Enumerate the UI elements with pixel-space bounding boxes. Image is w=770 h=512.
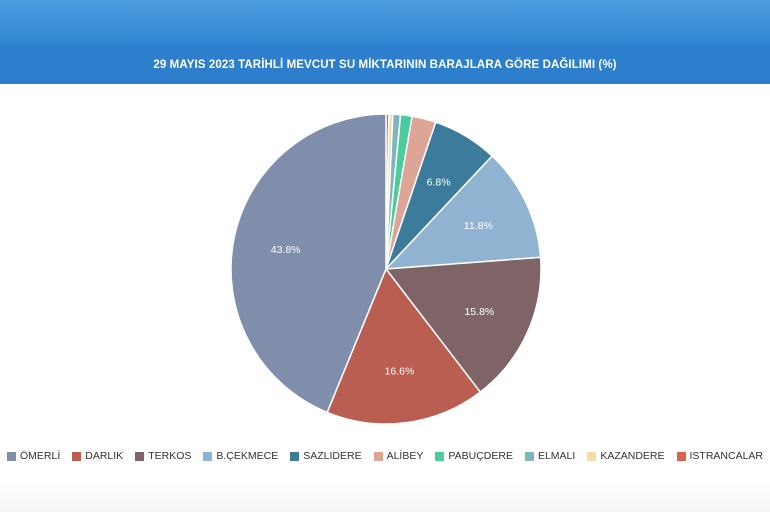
legend-label: ISTRANCALAR (689, 450, 764, 462)
legend-item-pabuc-dere[interactable]: PABUÇDERE (435, 450, 513, 462)
bottom-fade (0, 476, 770, 512)
pie-slice-darlik[interactable] (326, 267, 482, 425)
slice-label-terkos: 15.8% (464, 306, 494, 318)
top-banner (0, 0, 770, 46)
legend-item-darlik[interactable]: DARLIK (72, 450, 123, 462)
legend-swatch (524, 451, 534, 461)
chart-legend: ÖMERLİ DARLIK TERKOS B.ÇEKMECE SAZLIDERE ALİB… (0, 446, 770, 466)
legend-swatch (72, 451, 82, 461)
legend-item-b-c-ekmece[interactable]: B.ÇEKMECE (203, 450, 278, 462)
slice-label-sazlidere: 6.8% (427, 176, 451, 188)
legend-label: PABUÇDERE (448, 450, 513, 462)
pie-slice-terkos[interactable] (384, 256, 542, 394)
slice-label-o-merli: 43.8% (271, 244, 301, 256)
legend-swatch (6, 451, 16, 461)
legend-item-elmali[interactable]: ELMALI (524, 450, 576, 462)
legend-swatch (676, 451, 686, 461)
legend-item-o-merli[interactable]: ÖMERLİ (6, 450, 61, 462)
legend-label: ELMALI (537, 450, 576, 462)
legend-swatch (587, 451, 597, 461)
legend-item-kazandere[interactable]: KAZANDERE (587, 450, 665, 462)
legend-swatch (290, 451, 300, 461)
legend-item-sazlidere[interactable]: SAZLIDERE (290, 450, 362, 462)
legend-label: DARLIK (85, 450, 124, 462)
legend-label: ÖMERLİ (19, 450, 61, 462)
legend-item-terkos[interactable]: TERKOS (135, 450, 191, 462)
legend-label: B.ÇEKMECE (216, 450, 279, 462)
legend-swatch (203, 451, 213, 461)
pie-slice-b-c-ekmece[interactable] (384, 154, 542, 270)
legend-swatch (135, 451, 145, 461)
slice-label-darlik: 16.6% (385, 365, 415, 377)
slice-label-b-c-ekmece: 11.8% (464, 220, 493, 232)
legend-label: KAZANDERE (600, 450, 665, 462)
chart-area: 6.8% 11.8% 15.8% 16.6% 43.8% ÖMERLİ DARLIK TER… (0, 84, 770, 512)
chart-title-bar: 29 MAYIS 2023 TARİHLİ MEVCUT SU MİKTARIN… (0, 46, 770, 84)
legend-item-ali-bey[interactable]: ALİBEY (373, 450, 424, 462)
legend-swatch (435, 451, 445, 461)
legend-label: TERKOS (148, 450, 192, 462)
legend-item-istrancalar[interactable]: ISTRANCALAR (676, 450, 764, 462)
chart-title: 29 MAYIS 2023 TARİHLİ MEVCUT SU MİKTARIN… (153, 59, 617, 71)
legend-swatch (373, 451, 383, 461)
legend-label: ALİBEY (386, 450, 424, 462)
pie-slice-o-merli[interactable] (230, 113, 387, 414)
pie-chart: 6.8% 11.8% 15.8% 16.6% 43.8% (230, 113, 542, 425)
legend-label: SAZLIDERE (303, 450, 362, 462)
